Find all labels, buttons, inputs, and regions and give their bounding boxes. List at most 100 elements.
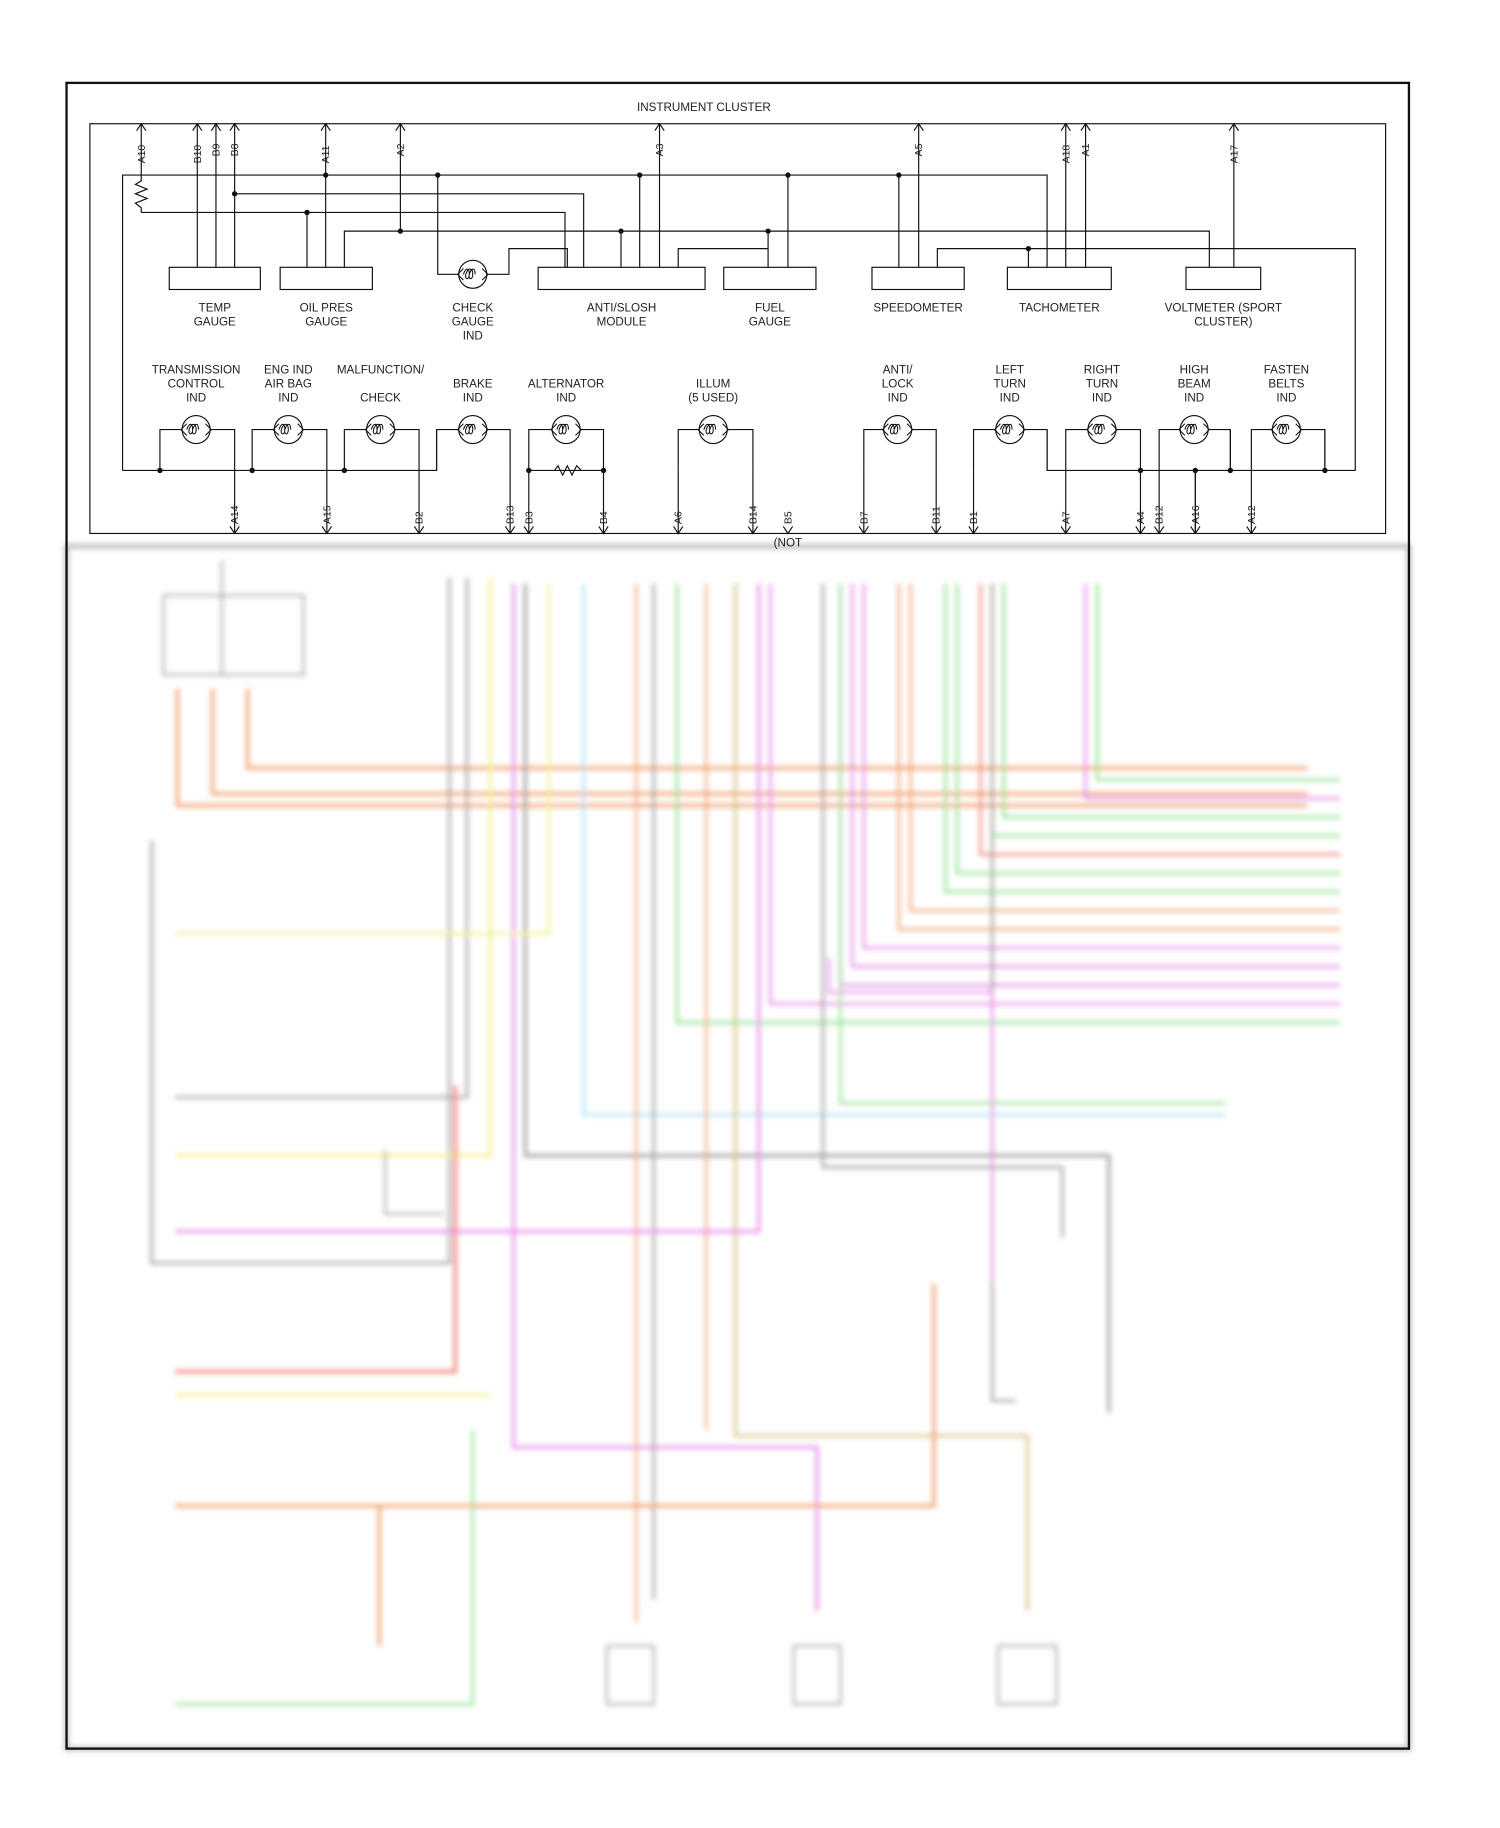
pin-label: A16	[1190, 505, 1202, 524]
indicator-label: IND	[556, 392, 576, 405]
harness-wire	[175, 577, 469, 1099]
indicator-label: IND	[1000, 392, 1020, 405]
wire	[303, 428, 328, 471]
bulb-icon	[457, 414, 489, 445]
wire	[343, 428, 366, 471]
pin-label: B8	[229, 143, 241, 156]
bulb-icon	[1270, 414, 1302, 445]
connector-arrow-icon	[1228, 122, 1240, 132]
bulb-icon	[1086, 414, 1118, 445]
wire	[554, 464, 582, 477]
blurred-text-block	[298, 922, 351, 933]
pin-label: A4	[1135, 511, 1147, 524]
indicator-label: LEFT	[995, 364, 1024, 377]
connector-arrow-icon	[747, 526, 759, 535]
indicator-label: CHECK	[360, 392, 401, 405]
gauge-label: SPEEDOMETER	[873, 302, 962, 315]
pin-label: B1	[968, 511, 980, 524]
connector-arrow-icon	[413, 526, 425, 535]
cluster-title: INSTRUMENT CLUSTER	[637, 101, 771, 114]
blurred-text-block	[152, 840, 327, 866]
pin-label: A6	[673, 511, 685, 524]
blurred-text-block	[298, 998, 351, 1009]
connector-arrow-icon	[229, 526, 240, 535]
harness-wire	[850, 583, 1341, 968]
indicator-label: MALFUNCTION/	[337, 364, 425, 377]
wire	[435, 428, 458, 471]
bulb-icon	[180, 414, 212, 445]
pin-label: B9	[210, 143, 222, 156]
connector-arrow-icon	[1153, 526, 1165, 535]
blurred-text-block	[502, 619, 560, 683]
pin-label: A3	[654, 143, 666, 156]
harness-wire	[821, 583, 1064, 1238]
gauge-label: TEMP	[199, 302, 232, 315]
connector-arrow-icon	[913, 122, 924, 132]
connector-arrow-icon	[229, 122, 240, 132]
gauge-tachometer: TACHOMETER	[1006, 266, 1112, 315]
pin-label: A17	[1228, 145, 1240, 164]
connector-arrow-icon	[782, 526, 794, 535]
indicator-label: IND	[888, 392, 908, 405]
pin-label: B3	[523, 511, 535, 524]
wire	[677, 248, 769, 268]
connector-arrow-icon	[1190, 526, 1201, 535]
harness-wire	[955, 583, 1341, 875]
wire	[1024, 428, 1048, 471]
blurred-text-block	[298, 1074, 380, 1085]
outer-frame	[65, 81, 1411, 1750]
indicator-malfunction-check: MALFUNCTION/CHECK	[337, 364, 425, 471]
harness-wire	[944, 583, 1341, 894]
connector-arrow-icon	[931, 526, 942, 535]
blurred-harness-section	[64, 543, 1412, 1751]
blurred-text-block	[298, 1202, 351, 1213]
indicator-label: ILLUM	[696, 378, 730, 391]
pin-label: A2	[395, 143, 407, 156]
blurred-text-block	[175, 1547, 315, 1594]
wire	[863, 428, 883, 471]
pin-label: B5	[782, 511, 794, 524]
harness-wire	[1084, 583, 1341, 800]
gauge-label: TACHOMETER	[1019, 302, 1100, 315]
indicator-label: IND	[278, 392, 298, 405]
harness-wire	[997, 1645, 1058, 1706]
connector-arrow-icon	[1135, 526, 1146, 535]
harness-wire	[512, 583, 819, 1611]
wire	[581, 428, 605, 471]
wire	[395, 428, 420, 471]
splice-dot	[435, 172, 441, 178]
indicator-label: AIR BAG	[265, 378, 312, 391]
harness-wire	[150, 577, 451, 1265]
pin-label: A1	[1080, 143, 1092, 156]
wire	[528, 428, 551, 471]
gauge-speedometer: SPEEDOMETER	[871, 266, 965, 315]
pin-label: B12	[1154, 505, 1166, 524]
indicator-illum-5-used-: ILLUM(5 USED)	[677, 378, 754, 471]
pin-label: A12	[1246, 505, 1258, 524]
harness-wire	[827, 957, 994, 1285]
blurred-text-block	[198, 1284, 315, 1337]
indicator-label: TRANSMISSION	[152, 364, 241, 377]
indicator-label: LOCK	[882, 378, 914, 391]
harness-wire	[175, 1284, 936, 1508]
indicator-label: CONTROL	[168, 378, 226, 391]
harness-wire	[175, 577, 492, 1158]
blurred-text-block	[140, 1623, 327, 1705]
harness-wire	[175, 688, 1308, 808]
bulb-icon	[550, 414, 582, 445]
cluster-box	[89, 123, 1387, 535]
connector-arrow-icon	[858, 526, 869, 535]
connector-arrow-icon	[968, 526, 979, 535]
lower-frame	[64, 543, 1412, 1751]
pin-label: A10	[136, 145, 148, 164]
wire	[677, 428, 699, 471]
